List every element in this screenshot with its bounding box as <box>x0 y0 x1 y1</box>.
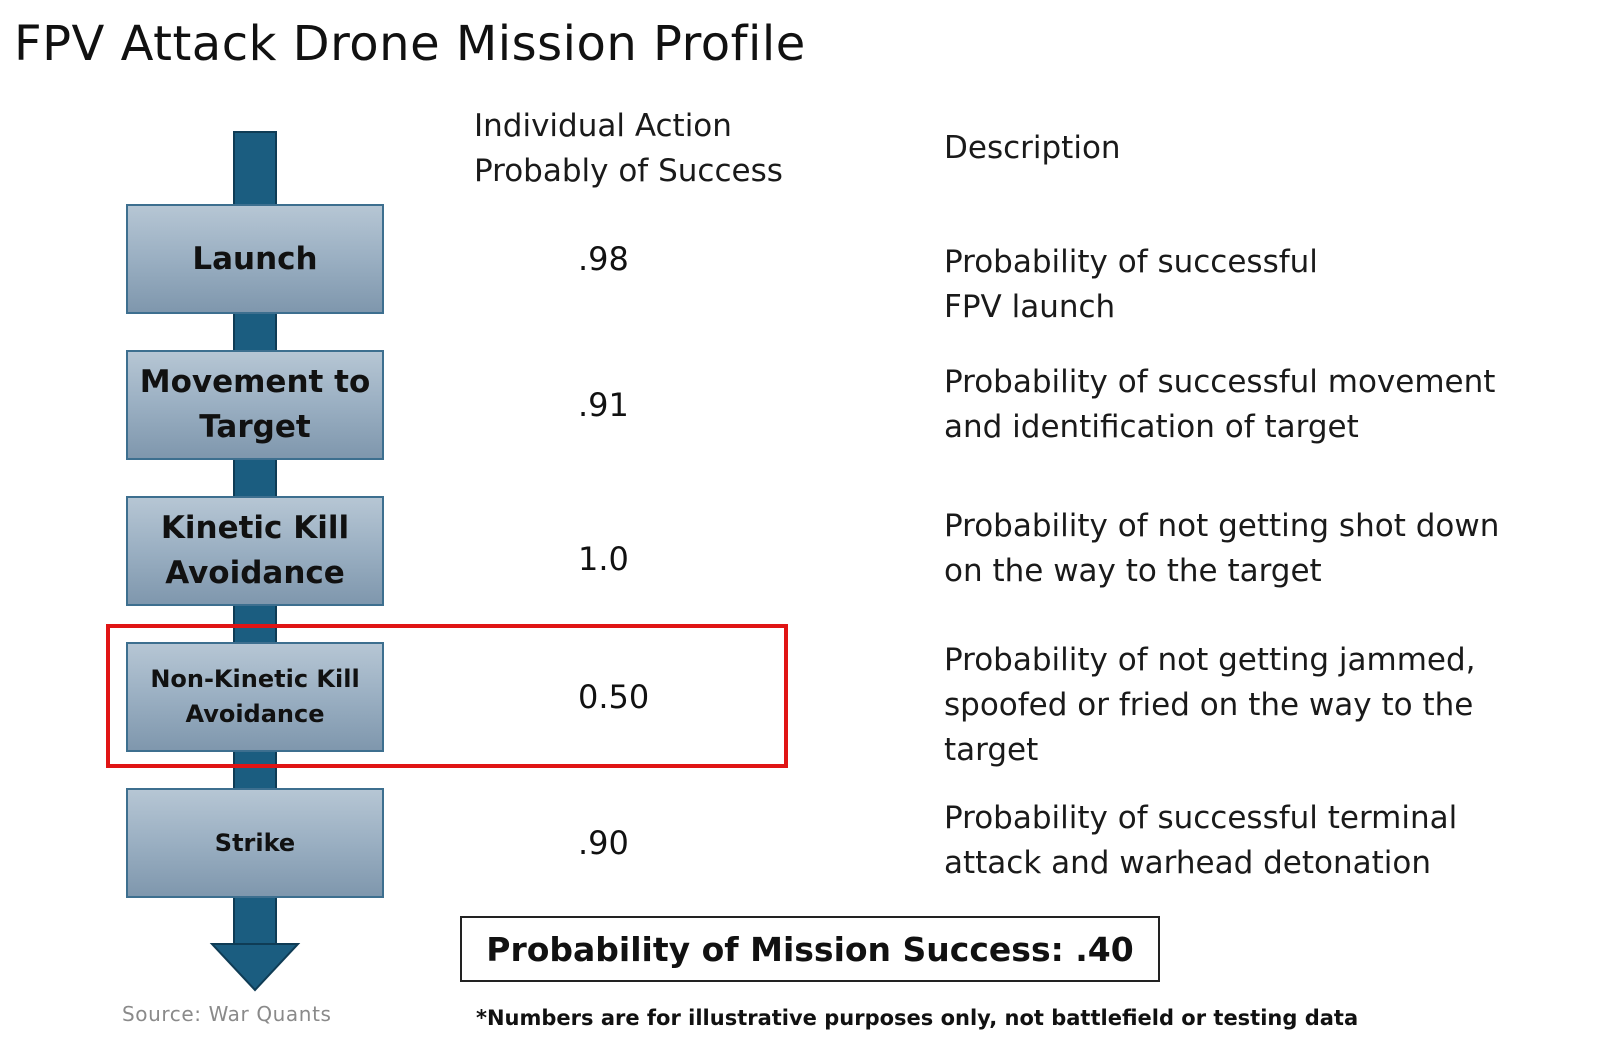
probability-movement: .91 <box>578 386 629 424</box>
step-movement-label-line-1: Movement to <box>139 364 371 400</box>
step-launch: Launch <box>126 204 384 314</box>
description-movement-line-1: Probability of successful movement <box>944 364 1496 400</box>
description-kinetic-line-2: on the way to the target <box>944 553 1322 589</box>
description-launch-line-2: FPV launch <box>944 289 1116 325</box>
probability-column-header: Individual Action Probably of Success <box>474 104 783 194</box>
step-strike: Strike <box>126 788 384 898</box>
footnote: *Numbers are for illustrative purposes o… <box>476 1006 1359 1030</box>
description-non-kinetic-line-1: Probability of not getting jammed, <box>944 642 1476 678</box>
probability-header-line-1: Individual Action <box>474 108 732 144</box>
description-non-kinetic-line-2: spoofed or fried on the way to the <box>944 687 1474 723</box>
step-non-kinetic-kill-avoidance: Non-Kinetic Kill Avoidance <box>126 642 384 752</box>
description-movement-line-2: and identification of target <box>944 409 1359 445</box>
mission-success-total: Probability of Mission Success: .40 <box>460 916 1160 982</box>
description-launch: Probability of successful FPV launch <box>944 240 1564 330</box>
step-strike-label: Strike <box>214 828 296 857</box>
description-strike: Probability of successful terminal attac… <box>944 796 1564 886</box>
flow-arrow-head <box>209 943 301 992</box>
description-strike-line-2: attack and warhead detonation <box>944 845 1432 881</box>
mission-success-total-text: Probability of Mission Success: .40 <box>486 929 1134 969</box>
source-credit: Source: War Quants <box>122 1002 332 1026</box>
description-kinetic-line-1: Probability of not getting shot down <box>944 508 1500 544</box>
description-non-kinetic-line-3: target <box>944 732 1039 768</box>
description-launch-line-1: Probability of successful <box>944 244 1318 280</box>
description-non-kinetic: Probability of not getting jammed, spoof… <box>944 638 1564 773</box>
probability-kinetic: 1.0 <box>578 540 629 578</box>
step-movement-label-line-2: Target <box>199 409 311 445</box>
probability-launch: .98 <box>578 240 629 278</box>
description-movement: Probability of successful movement and i… <box>944 360 1564 450</box>
page-title: FPV Attack Drone Mission Profile <box>14 16 806 72</box>
description-strike-line-1: Probability of successful terminal <box>944 800 1458 836</box>
step-launch-label: Launch <box>192 240 318 277</box>
probability-header-line-2: Probably of Success <box>474 153 783 189</box>
step-kinetic-label-line-2: Avoidance <box>165 555 345 591</box>
description-kinetic: Probability of not getting shot down on … <box>944 504 1564 594</box>
step-non-kinetic-label-line-2: Avoidance <box>185 700 325 728</box>
step-kinetic-label-line-1: Kinetic Kill <box>160 510 350 546</box>
probability-non-kinetic: 0.50 <box>578 678 650 716</box>
step-kinetic-kill-avoidance: Kinetic Kill Avoidance <box>126 496 384 606</box>
probability-strike: .90 <box>578 824 629 862</box>
step-non-kinetic-label-line-1: Non-Kinetic Kill <box>150 665 360 693</box>
step-movement-to-target: Movement to Target <box>126 350 384 460</box>
description-column-header: Description <box>944 130 1121 166</box>
